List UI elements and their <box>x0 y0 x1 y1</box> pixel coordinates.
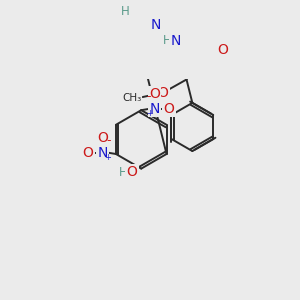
Text: O: O <box>149 87 160 101</box>
Text: -: - <box>146 91 151 103</box>
Text: CH₃: CH₃ <box>122 94 141 103</box>
Text: +: + <box>104 153 111 162</box>
Text: O: O <box>98 131 108 145</box>
Text: H: H <box>119 166 128 179</box>
Text: H: H <box>163 34 172 47</box>
Text: H: H <box>121 5 130 18</box>
Text: O: O <box>127 165 138 179</box>
Text: N: N <box>151 18 161 32</box>
Text: N: N <box>98 146 108 160</box>
Text: O: O <box>83 146 94 160</box>
Text: O: O <box>164 102 174 116</box>
Text: O: O <box>158 85 169 100</box>
Text: O: O <box>218 43 229 57</box>
Text: N: N <box>170 34 181 48</box>
Text: -: - <box>106 134 111 147</box>
Text: +: + <box>146 109 153 118</box>
Text: N: N <box>149 102 160 116</box>
